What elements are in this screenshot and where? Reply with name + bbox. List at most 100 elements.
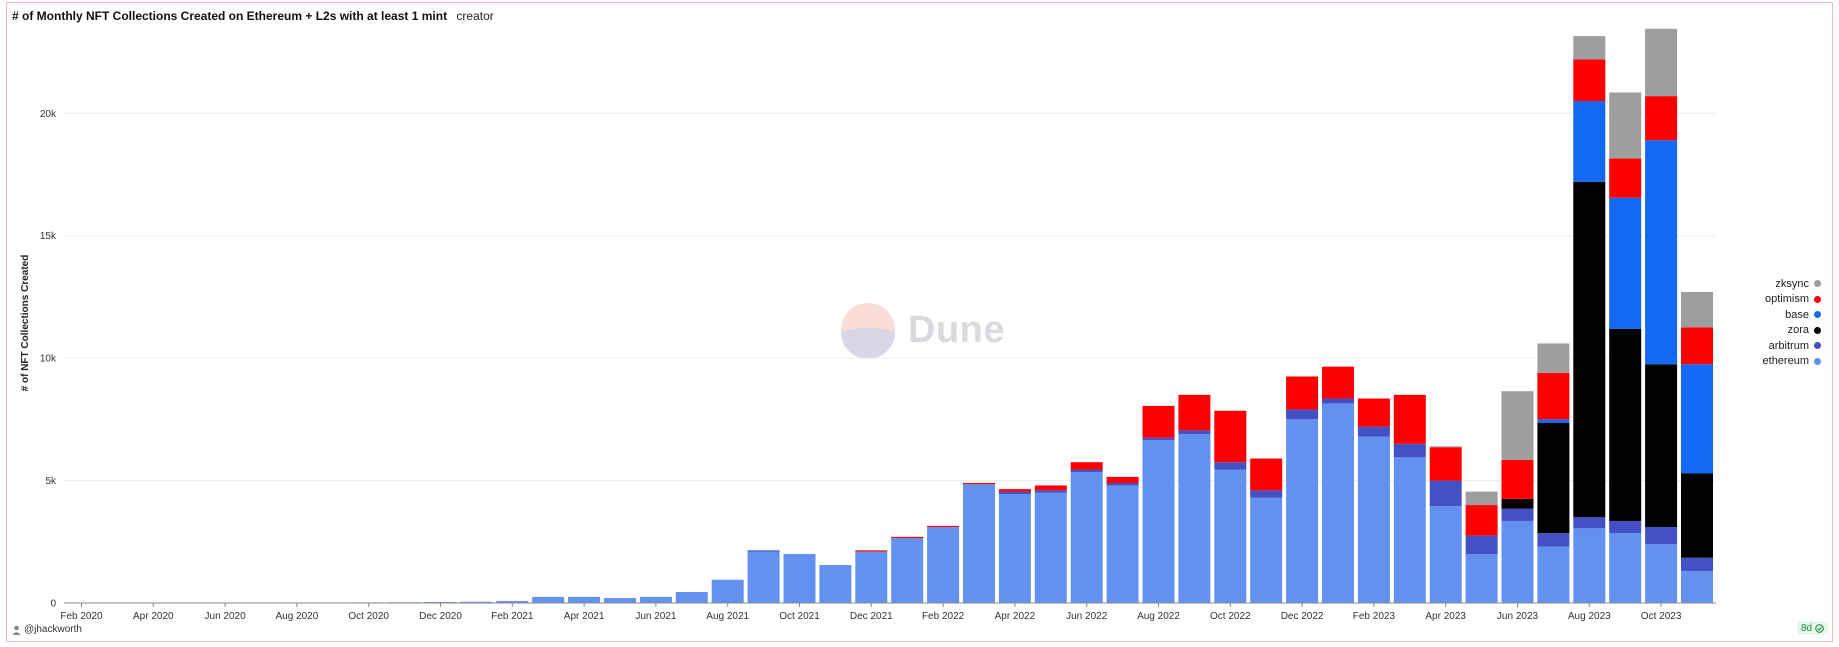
bar-segment-arbitrum[interactable] xyxy=(1250,490,1283,498)
bar-segment-arbitrum[interactable] xyxy=(1142,437,1175,441)
bar-segment-arbitrum[interactable] xyxy=(1357,426,1390,437)
bar-segment-optimism[interactable] xyxy=(855,550,888,552)
bar-segment-optimism[interactable] xyxy=(1645,96,1678,141)
bar-segment-arbitrum[interactable] xyxy=(1393,443,1426,458)
bar-segment-ethereum[interactable] xyxy=(783,554,816,603)
bar-segment-optimism[interactable] xyxy=(1250,458,1283,491)
bar-segment-optimism[interactable] xyxy=(1681,327,1713,365)
bar-segment-base[interactable] xyxy=(1609,197,1642,329)
bar-segment-ethereum[interactable] xyxy=(1034,492,1067,603)
bar-segment-optimism[interactable] xyxy=(998,489,1031,492)
bar-segment-zksync[interactable] xyxy=(1645,28,1678,97)
bar-segment-optimism[interactable] xyxy=(1214,410,1247,463)
bar-segment-ethereum[interactable] xyxy=(1465,554,1498,603)
bar-segment-arbitrum[interactable] xyxy=(1465,535,1498,555)
bar-segment-ethereum[interactable] xyxy=(1645,544,1678,603)
bar-segment-zksync[interactable] xyxy=(1429,446,1462,448)
bar-segment-zora[interactable] xyxy=(1537,423,1570,534)
bar-segment-ethereum[interactable] xyxy=(1429,506,1462,603)
bar-segment-ethereum[interactable] xyxy=(1178,434,1211,603)
bar-segment-ethereum[interactable] xyxy=(927,527,960,603)
bar-segment-ethereum[interactable] xyxy=(1609,533,1642,603)
bar-segment-optimism[interactable] xyxy=(1465,505,1498,536)
bar-segment-ethereum[interactable] xyxy=(1106,485,1139,603)
bar-segment-ethereum[interactable] xyxy=(891,538,924,603)
bar-segment-optimism[interactable] xyxy=(1429,447,1462,481)
bar-segment-ethereum[interactable] xyxy=(1537,546,1570,603)
bar-segment-zora[interactable] xyxy=(1573,181,1606,518)
bar-segment-ethereum[interactable] xyxy=(532,596,565,603)
bar-segment-base[interactable] xyxy=(1537,419,1570,424)
bar-segment-optimism[interactable] xyxy=(963,483,995,485)
bar-segment-optimism[interactable] xyxy=(1573,59,1606,102)
legend-item-ethereum[interactable]: ethereum xyxy=(1763,354,1821,370)
bar-segment-arbitrum[interactable] xyxy=(1681,557,1713,572)
bar-segment-ethereum[interactable] xyxy=(1286,419,1319,603)
bar-segment-zora[interactable] xyxy=(1609,328,1642,521)
bar-segment-arbitrum[interactable] xyxy=(1286,409,1319,420)
bar-segment-zksync[interactable] xyxy=(1537,343,1570,373)
bar-segment-arbitrum[interactable] xyxy=(1609,520,1642,534)
bar-segment-ethereum[interactable] xyxy=(1393,457,1426,603)
bar-segment-optimism[interactable] xyxy=(1142,405,1175,438)
bar-segment-arbitrum[interactable] xyxy=(1178,430,1211,435)
bar-segment-ethereum[interactable] xyxy=(747,551,780,603)
bar-segment-arbitrum[interactable] xyxy=(1322,398,1354,404)
legend-item-base[interactable]: base xyxy=(1763,307,1821,323)
bar-segment-arbitrum[interactable] xyxy=(998,491,1031,495)
bar-segment-ethereum[interactable] xyxy=(1322,403,1354,603)
bar-segment-optimism[interactable] xyxy=(1537,372,1570,420)
bar-segment-ethereum[interactable] xyxy=(819,565,852,603)
legend-item-arbitrum[interactable]: arbitrum xyxy=(1763,338,1821,354)
bar-segment-optimism[interactable] xyxy=(1357,398,1390,427)
legend-item-optimism[interactable]: optimism xyxy=(1763,292,1821,308)
bar-segment-ethereum[interactable] xyxy=(963,484,995,603)
bar-segment-zksync[interactable] xyxy=(1609,92,1642,159)
bar-segment-zora[interactable] xyxy=(1501,498,1534,509)
bar-segment-arbitrum[interactable] xyxy=(1573,517,1606,529)
bar-segment-arbitrum[interactable] xyxy=(1429,480,1462,507)
bar-segment-zora[interactable] xyxy=(1645,364,1678,528)
bar-segment-zksync[interactable] xyxy=(1465,491,1498,506)
bar-segment-ethereum[interactable] xyxy=(998,494,1031,603)
bar-segment-ethereum[interactable] xyxy=(1214,469,1247,603)
bar-segment-ethereum[interactable] xyxy=(568,596,601,603)
bar-segment-arbitrum[interactable] xyxy=(1501,508,1534,521)
bar-segment-optimism[interactable] xyxy=(1322,366,1354,399)
bar-segment-arbitrum[interactable] xyxy=(747,550,780,552)
bar-segment-zksync[interactable] xyxy=(1573,36,1606,60)
bar-segment-optimism[interactable] xyxy=(1178,394,1211,431)
bar-segment-ethereum[interactable] xyxy=(639,596,672,603)
bar-segment-arbitrum[interactable] xyxy=(1106,483,1139,486)
legend-item-zora[interactable]: zora xyxy=(1763,323,1821,339)
bar-segment-base[interactable] xyxy=(1573,101,1606,182)
freshness-badge[interactable]: 8d xyxy=(1797,621,1829,635)
bar-segment-ethereum[interactable] xyxy=(1142,440,1175,603)
bar-segment-zksync[interactable] xyxy=(1501,391,1534,460)
bar-segment-optimism[interactable] xyxy=(1393,394,1426,444)
bar-segment-arbitrum[interactable] xyxy=(1645,527,1678,545)
bar-segment-base[interactable] xyxy=(1645,140,1678,365)
bar-segment-arbitrum[interactable] xyxy=(1537,533,1570,547)
bar-segment-zora[interactable] xyxy=(1681,473,1713,558)
bar-segment-ethereum[interactable] xyxy=(711,579,744,603)
bar-segment-ethereum[interactable] xyxy=(1357,436,1390,603)
bar-segment-optimism[interactable] xyxy=(1034,485,1067,491)
bar-segment-zksync[interactable] xyxy=(1681,292,1713,328)
author-credit[interactable]: @jhackworth xyxy=(12,624,82,635)
bar-segment-optimism[interactable] xyxy=(1070,462,1103,470)
bar-segment-optimism[interactable] xyxy=(1286,376,1319,410)
bar-segment-optimism[interactable] xyxy=(1106,476,1139,484)
bar-segment-ethereum[interactable] xyxy=(1573,528,1606,603)
bar-segment-ethereum[interactable] xyxy=(1070,471,1103,603)
bar-segment-arbitrum[interactable] xyxy=(1070,469,1103,472)
bar-segment-ethereum[interactable] xyxy=(496,601,529,603)
bar-segment-optimism[interactable] xyxy=(927,525,960,528)
bar-segment-ethereum[interactable] xyxy=(460,601,493,603)
legend-item-zksync[interactable]: zksync xyxy=(1763,276,1821,292)
bar-segment-optimism[interactable] xyxy=(891,536,924,539)
bar-segment-ethereum[interactable] xyxy=(1681,571,1713,603)
bar-segment-ethereum[interactable] xyxy=(1250,497,1283,603)
bar-segment-ethereum[interactable] xyxy=(604,598,636,603)
bar-segment-optimism[interactable] xyxy=(1501,459,1534,499)
